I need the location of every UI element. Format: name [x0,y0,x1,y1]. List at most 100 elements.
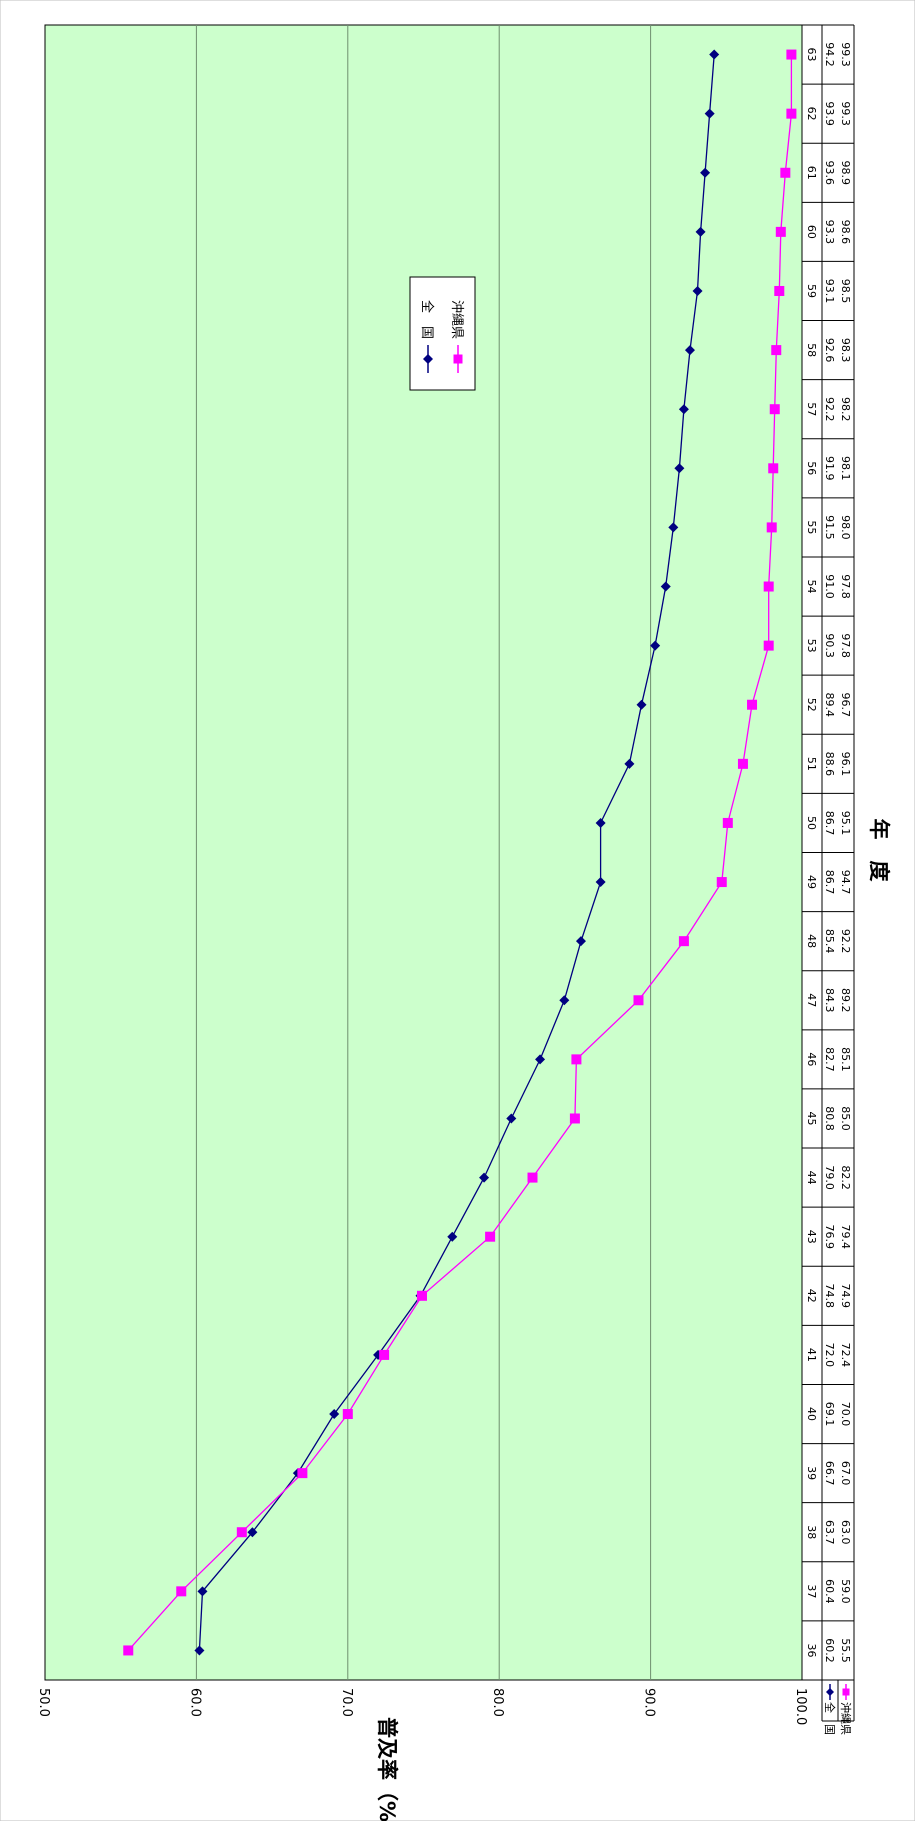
table-value: 98.0 [839,515,852,540]
x-tick-label: 39 [805,1466,818,1480]
table-value: 96.1 [839,752,852,777]
table-value: 94.7 [839,870,852,895]
table-value: 59.0 [839,1579,852,1604]
table-value: 72.4 [839,1343,852,1368]
table-value: 98.2 [839,397,852,422]
y-axis-label: 普及率（%） [375,1717,399,1821]
data-point [297,1468,308,1479]
table-value: 82.7 [823,1047,836,1072]
table-value: 69.1 [823,1402,836,1427]
data-point [575,936,586,947]
legend-label: 全 国 [419,300,435,339]
data-point [329,1409,340,1420]
data-point [771,345,782,356]
table-value: 93.9 [823,101,836,126]
data-point [559,995,570,1006]
x-tick-label: 37 [805,1584,818,1598]
legend-label: 沖縄県 [449,300,464,339]
table-value: 85.1 [839,1047,852,1072]
series-line [127,54,793,1651]
table-legend-key [826,1684,834,1700]
table-value: 79.4 [839,1224,852,1249]
table-value: 91.9 [823,456,836,481]
table-value: 84.3 [823,988,836,1013]
table-value: 97.8 [839,574,852,599]
x-tick-label: 40 [805,1407,818,1421]
table-value: 99.3 [839,42,852,67]
data-point [737,758,748,769]
data-point [247,1527,258,1538]
y-tick-label: 50.0 [36,1688,51,1717]
x-tick-label: 45 [805,1111,818,1125]
data-point [716,877,727,888]
table-value: 67.0 [839,1461,852,1486]
legend-marker [842,1688,850,1696]
table-value: 85.0 [839,1106,852,1131]
x-tick-label: 41 [805,1348,818,1362]
data-point [763,581,774,592]
x-tick-label: 59 [805,284,818,298]
table-value: 98.5 [839,279,852,304]
table-value: 85.4 [823,929,836,954]
data-point [527,1172,538,1183]
data-point [684,345,695,356]
x-tick-label: 63 [805,48,818,62]
legend: 全 国沖縄県 [409,276,476,391]
x-tick-label: 53 [805,639,818,653]
x-tick-label: 48 [805,934,818,948]
table-value: 79.0 [823,1165,836,1190]
data-point [704,108,715,119]
table-value: 92.6 [823,338,836,363]
table-value: 96.7 [839,692,852,717]
x-tick-label: 46 [805,1052,818,1066]
table-value: 74.9 [839,1284,852,1309]
legend-box [409,276,476,391]
gridlines [195,25,652,1680]
data-point [176,1586,187,1597]
data-point [479,1172,490,1183]
data-point [342,1409,353,1420]
table-value: 74.8 [823,1284,836,1309]
table-value: 76.9 [823,1224,836,1249]
table-value: 98.9 [839,161,852,186]
x-tick-label: 47 [805,993,818,1007]
table-value: 55.5 [839,1638,852,1663]
table-value: 80.8 [823,1106,836,1131]
x-tick-label: 54 [805,580,818,594]
data-point [674,463,685,474]
data-point [194,1645,205,1656]
data-point [692,285,703,296]
data-point [678,936,689,947]
x-axis-label: 年 度 [867,819,891,882]
data-point [569,1113,580,1124]
data-point [416,1290,427,1301]
y-tick-label: 60.0 [187,1688,202,1717]
data-point [624,758,635,769]
data-point [379,1349,390,1360]
table-value: 63.7 [823,1520,836,1545]
data-point [786,49,797,60]
table-value: 72.0 [823,1343,836,1368]
data-point [123,1645,134,1656]
data-point [197,1586,208,1597]
data-point [722,817,733,828]
y-tick-label: 90.0 [642,1688,657,1717]
data-point [660,581,671,592]
legend-marker [453,354,463,364]
legend-marker [423,354,433,364]
data-point [768,463,779,474]
data-point [485,1231,496,1242]
table-value: 92.2 [823,397,836,422]
table-value: 93.3 [823,220,836,245]
table-legend-key [842,1684,850,1700]
table-value: 94.2 [823,42,836,67]
data-point [786,108,797,119]
data-point [763,640,774,651]
data-point [769,404,780,415]
data-point [650,640,661,651]
data-point [447,1231,458,1242]
table-value: 89.2 [839,988,852,1013]
table-value: 82.2 [839,1165,852,1190]
table-value: 86.7 [823,811,836,836]
